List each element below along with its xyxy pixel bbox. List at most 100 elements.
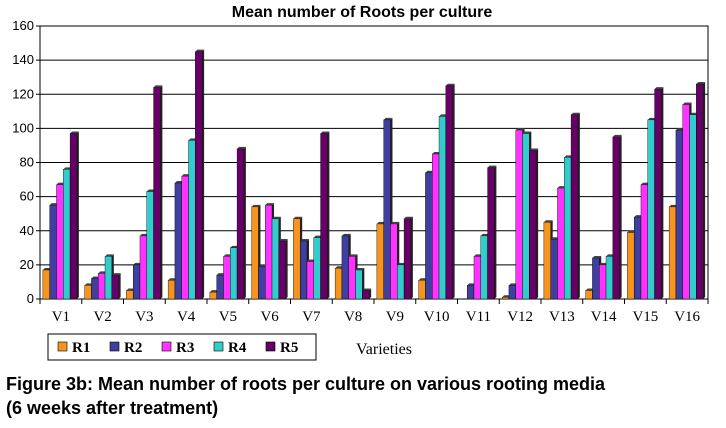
x-tick-label: V9: [386, 309, 404, 325]
bar-top: [300, 238, 309, 241]
bar-r3-v11: [473, 256, 481, 300]
bar-r4-v5: [230, 247, 238, 300]
bar-r1-v1: [42, 269, 50, 300]
chart: Mean number of Roots per culture 0 20 40 60…: [12, 4, 709, 361]
y-tick-label: 140: [12, 52, 34, 67]
bar-top: [487, 165, 497, 168]
bar-r3-v1: [56, 184, 64, 300]
bar-r3-v5: [223, 256, 231, 300]
bar-r1-v12: [501, 297, 510, 300]
bar-top: [348, 254, 358, 257]
bar-r2-v5: [216, 274, 224, 300]
x-tick-label: V6: [260, 309, 279, 325]
bar-top: [70, 131, 79, 134]
bar-r5-v1: [69, 133, 78, 300]
bar-top: [550, 237, 560, 240]
bar-top: [606, 254, 615, 257]
bar-r3-v9: [390, 223, 398, 300]
x-tick-label: V12: [507, 309, 533, 325]
bar-r4-v16: [689, 114, 697, 300]
bar-r1-v7: [293, 218, 301, 300]
bar-shadow: [410, 216, 413, 299]
legend-swatch-r5: [265, 341, 276, 352]
bar-top: [251, 204, 261, 207]
bar-r1-v13: [543, 222, 551, 300]
bar-r5-v15: [654, 88, 662, 300]
bar-top: [480, 233, 490, 236]
bar-top: [564, 155, 574, 158]
y-axis: 0 20 40 60 80 100 120 140 160: [12, 18, 40, 306]
bar-top: [258, 264, 268, 267]
bar-top: [425, 170, 435, 173]
bar-top: [502, 295, 511, 298]
bar-top: [335, 266, 344, 269]
legend-label-r4: R4: [228, 340, 247, 356]
bar-r1-v2: [84, 285, 92, 300]
bar-top: [195, 49, 205, 52]
bar-shadow: [118, 273, 121, 299]
y-tick-label: 160: [12, 18, 34, 33]
bar-top: [98, 271, 108, 274]
bar-r1-v10: [418, 280, 426, 300]
bar-r5-v2: [111, 274, 119, 300]
bar-top: [42, 267, 52, 270]
bar-top: [689, 112, 699, 115]
x-tick-label: V4: [177, 309, 196, 325]
bar-top: [640, 182, 650, 185]
y-tick-label: 120: [12, 86, 34, 101]
bar-r4-v8: [355, 269, 363, 300]
x-tick-label: V15: [632, 309, 658, 325]
bar-r2-v14: [592, 257, 600, 300]
bar-top: [634, 215, 643, 218]
bar-top: [237, 146, 246, 149]
bar-r2-v12: [508, 285, 516, 300]
bar-top: [49, 203, 59, 206]
bar-top: [543, 220, 553, 223]
bar-r4-v12: [522, 133, 530, 300]
bar-r2-v9: [383, 119, 391, 300]
bar-r1-v15: [627, 232, 635, 300]
bar-r3-v4: [181, 175, 189, 300]
bar-r1-v9: [376, 223, 384, 300]
legend-swatch-r1: [57, 341, 68, 352]
bar-top: [557, 186, 567, 189]
x-tick-label: V5: [219, 309, 237, 325]
x-tick-label: V8: [344, 309, 362, 325]
bar-r5-v11: [487, 167, 495, 300]
bar-top: [383, 117, 393, 120]
x-axis: V1 V2 V3 V4 V5 V6 V7 V8 V9 V10 V11 V12 V13 V14 V15 V16: [39, 299, 709, 325]
legend-swatch-r3: [161, 341, 172, 352]
bar-r1-v4: [167, 280, 176, 300]
bar-r3-v12: [515, 129, 523, 300]
bar-r4-v11: [480, 235, 488, 300]
x-tick-label: V11: [466, 309, 491, 325]
bar-r5-v9: [403, 218, 412, 300]
bar-top: [627, 230, 637, 233]
legend-swatch-r2: [109, 341, 120, 352]
bar-r1-v6: [251, 206, 259, 300]
bar-r4-v9: [397, 264, 405, 300]
legend-swatch-r4: [213, 341, 224, 352]
legend: R1 R2 R3 R4 R5: [47, 333, 317, 361]
bar-top: [362, 288, 372, 291]
bar-shadow: [619, 134, 622, 299]
bar-top: [153, 85, 163, 88]
bar-r5-v14: [612, 136, 620, 300]
legend-label-r2: R2: [124, 340, 142, 356]
bar-r4-v3: [146, 191, 154, 300]
bar-top: [592, 256, 602, 259]
legend-label-r5: R5: [280, 340, 298, 356]
bar-shadow: [76, 131, 79, 299]
legend-label-r3: R3: [176, 340, 194, 356]
bar-top: [56, 182, 66, 185]
y-tick-label: 40: [20, 223, 34, 238]
x-tick-label: V7: [302, 309, 321, 325]
bar-top: [647, 117, 657, 120]
bar-r2-v7: [299, 240, 308, 300]
bar-r5-v5: [236, 148, 245, 300]
bar-top: [265, 203, 275, 206]
bar-top: [675, 128, 685, 131]
bar-r5-v16: [696, 83, 704, 300]
bar-r4-v10: [438, 116, 447, 300]
bar-r5-v13: [570, 114, 579, 300]
